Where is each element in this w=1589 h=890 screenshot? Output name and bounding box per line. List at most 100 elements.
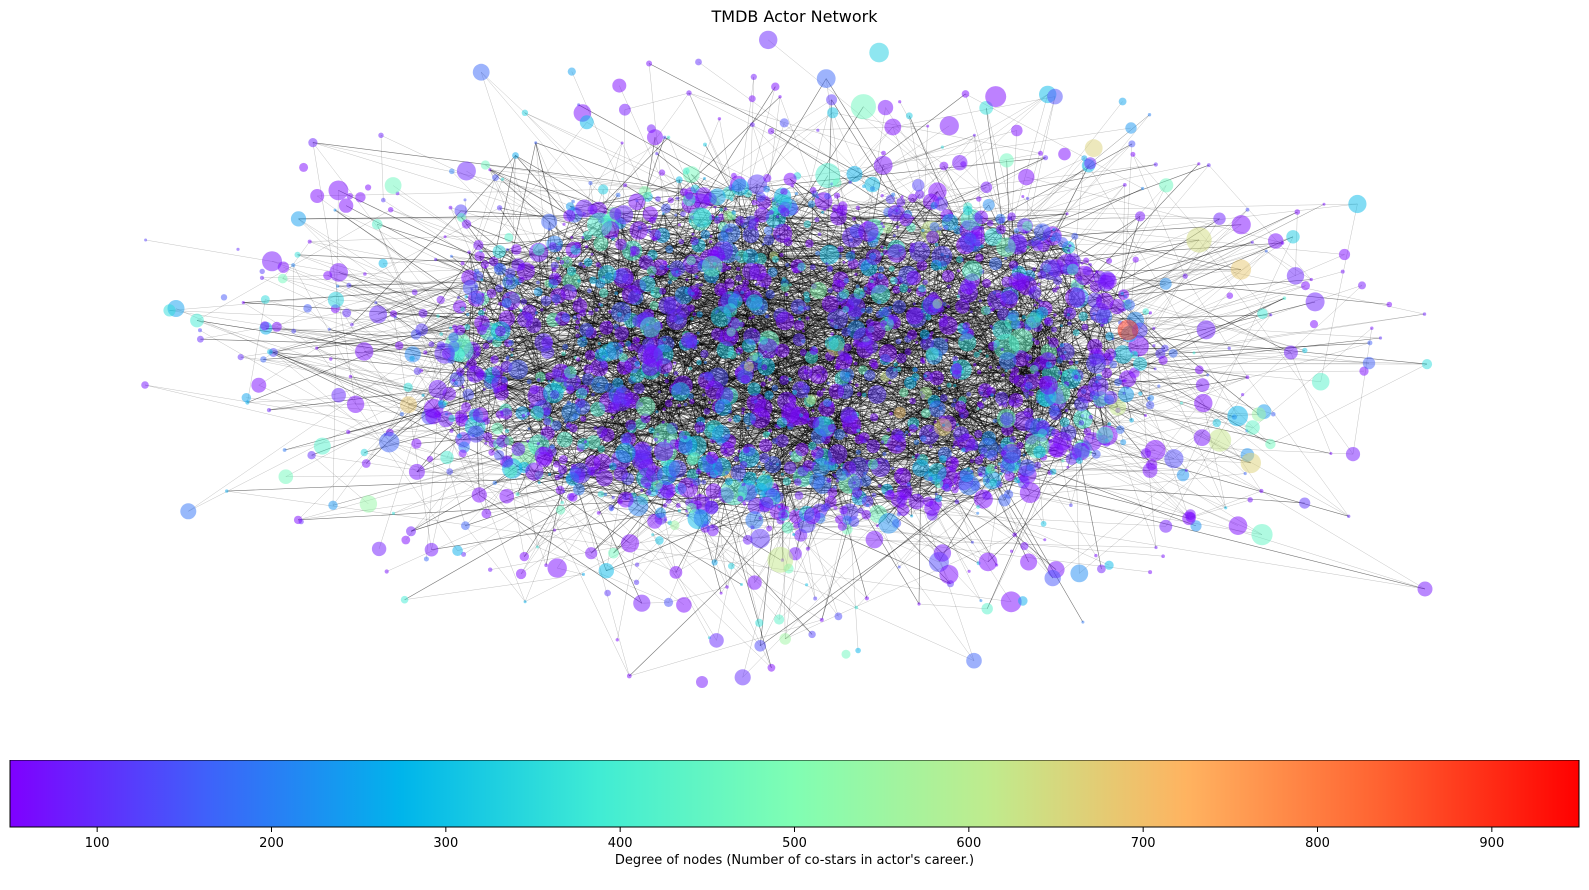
network-edge [1198, 239, 1354, 455]
network-node [251, 377, 267, 393]
network-node [625, 419, 637, 431]
network-node [717, 117, 722, 121]
network-node [454, 325, 466, 336]
network-edge [696, 293, 1263, 535]
network-node [946, 382, 952, 388]
network-edge [1008, 494, 1084, 623]
network-node [1196, 320, 1216, 340]
network-edge [479, 122, 587, 257]
network-node [671, 382, 690, 401]
network-node [369, 305, 388, 324]
network-node [1064, 408, 1069, 413]
network-node [291, 263, 296, 268]
network-node [689, 398, 695, 405]
network-node [346, 395, 365, 413]
network-node [740, 583, 743, 586]
network-node [1241, 393, 1245, 397]
network-edge [661, 267, 923, 461]
network-edge [937, 164, 1156, 192]
network-node [1010, 372, 1014, 376]
network-node [839, 505, 848, 515]
network-node [460, 261, 465, 266]
network-node [828, 383, 845, 399]
network-node [488, 168, 492, 172]
network-node [1010, 549, 1014, 553]
network-node [967, 569, 971, 573]
network-edge [1128, 301, 1305, 351]
network-edge [484, 264, 508, 319]
network-node [1138, 391, 1143, 396]
network-node [534, 311, 538, 315]
network-node [706, 524, 719, 537]
network-node [1157, 384, 1161, 388]
network-node [867, 385, 887, 404]
network-edge [1120, 377, 1248, 430]
network-node [757, 465, 761, 469]
network-node [355, 192, 366, 203]
network-node [491, 422, 504, 435]
network-node [841, 327, 851, 337]
network-node [723, 210, 734, 221]
network-node [1168, 348, 1178, 358]
network-node [920, 336, 934, 351]
network-node [481, 508, 492, 519]
network-edge [552, 245, 601, 385]
network-edge [752, 124, 778, 205]
network-node [855, 316, 859, 320]
network-edge [968, 468, 1151, 471]
network-node [1359, 366, 1369, 376]
network-node [887, 434, 907, 454]
network-node [1044, 569, 1061, 587]
network-node [895, 225, 900, 229]
network-node [1061, 370, 1068, 377]
network-edge [1004, 500, 1025, 547]
network-node [548, 472, 552, 476]
network-node [598, 184, 609, 195]
network-node [652, 479, 663, 490]
network-node [144, 238, 148, 242]
network-node [917, 602, 921, 606]
network-node [961, 90, 970, 98]
network-edge [1190, 490, 1262, 518]
network-node [1115, 425, 1125, 435]
network-node [1031, 337, 1036, 342]
network-node [428, 341, 435, 348]
network-node [511, 244, 522, 255]
network-edge [265, 328, 600, 368]
network-node [915, 189, 925, 199]
network-edge [967, 286, 1031, 468]
network-node [1144, 414, 1147, 417]
network-node [669, 260, 686, 277]
network-edge [447, 238, 614, 354]
network-node [731, 210, 736, 215]
network-node [1158, 355, 1168, 365]
network-node [511, 442, 526, 457]
network-node [973, 489, 993, 509]
network-node [404, 346, 421, 363]
network-node [790, 299, 807, 315]
network-edge [625, 345, 749, 454]
network-node [996, 365, 1001, 370]
network-node [780, 376, 784, 379]
network-node [855, 205, 861, 211]
network-node [442, 387, 457, 401]
network-node [734, 669, 751, 686]
network-node [741, 286, 747, 292]
network-node [633, 594, 651, 612]
network-edge [383, 199, 511, 283]
network-node [1013, 374, 1027, 388]
network-node [979, 599, 983, 603]
network-node [827, 308, 848, 330]
network-node [504, 436, 514, 446]
network-node [536, 280, 540, 285]
network-edge [1073, 158, 1085, 268]
network-node [763, 174, 772, 183]
network-node [690, 317, 694, 321]
network-node [675, 270, 679, 274]
network-node [1000, 412, 1014, 426]
network-edge [282, 241, 310, 279]
network-edge [557, 494, 606, 569]
network-node [620, 141, 624, 145]
network-node [1065, 287, 1086, 308]
network-node [500, 384, 507, 390]
